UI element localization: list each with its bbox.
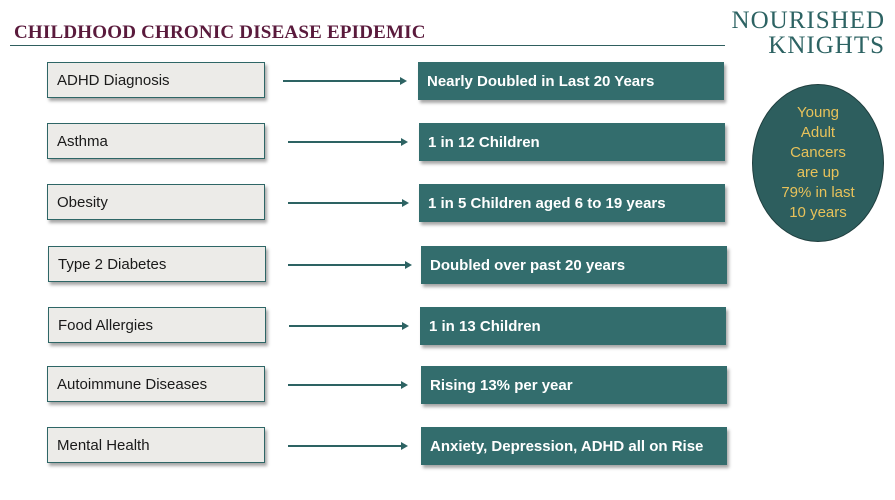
condition-box: ADHD Diagnosis — [47, 62, 265, 98]
stat-box: Anxiety, Depression, ADHD all on Rise — [421, 427, 727, 465]
disease-row: ADHD Diagnosis Nearly Doubled in Last 20… — [0, 62, 895, 102]
condition-box: Mental Health — [47, 427, 265, 463]
arrow-icon — [288, 198, 409, 207]
cancer-callout-oval: Young Adult Cancers are up 79% in last 1… — [752, 84, 884, 242]
disease-row: Type 2 Diabetes Doubled over past 20 yea… — [0, 246, 895, 286]
stat-box: 1 in 12 Children — [419, 123, 725, 161]
callout-text: Young Adult Cancers are up 79% in last 1… — [778, 103, 858, 223]
condition-box: Type 2 Diabetes — [48, 246, 266, 282]
arrow-icon — [288, 380, 408, 389]
brand-line-1: NOURISHED — [731, 7, 885, 34]
condition-box: Asthma — [47, 123, 265, 159]
stat-box: Rising 13% per year — [421, 366, 727, 404]
stat-box: Doubled over past 20 years — [421, 246, 727, 284]
arrow-icon — [289, 321, 409, 330]
stat-box: 1 in 13 Children — [420, 307, 726, 345]
arrow-icon — [283, 76, 407, 85]
disease-row: Mental Health Anxiety, Depression, ADHD … — [0, 427, 895, 467]
callout-line: Young — [797, 104, 839, 121]
callout-line: 79% in last — [781, 184, 855, 201]
condition-box: Autoimmune Diseases — [47, 366, 265, 402]
brand-line-2: KNIGHTS — [768, 32, 885, 59]
callout-line: Adult — [800, 124, 836, 141]
disease-row: Asthma 1 in 12 Children — [0, 123, 895, 163]
title-underline — [10, 45, 725, 46]
condition-box: Food Allergies — [48, 307, 266, 343]
callout-line: 10 years — [789, 204, 847, 221]
stat-box: Nearly Doubled in Last 20 Years — [418, 62, 724, 100]
stat-box: 1 in 5 Children aged 6 to 19 years — [419, 184, 725, 222]
disease-row: Food Allergies 1 in 13 Children — [0, 307, 895, 347]
arrow-icon — [288, 137, 408, 146]
brand-logo: NOURISHED KNIGHTS — [732, 8, 885, 58]
page-title: CHILDHOOD CHRONIC DISEASE EPIDEMIC — [14, 22, 426, 43]
disease-row: Obesity 1 in 5 Children aged 6 to 19 yea… — [0, 184, 895, 224]
callout-line: are up — [796, 164, 840, 181]
callout-line: Cancers — [790, 144, 846, 161]
disease-row: Autoimmune Diseases Rising 13% per year — [0, 366, 895, 406]
arrow-icon — [288, 260, 412, 269]
arrow-icon — [288, 441, 408, 450]
condition-box: Obesity — [47, 184, 265, 220]
